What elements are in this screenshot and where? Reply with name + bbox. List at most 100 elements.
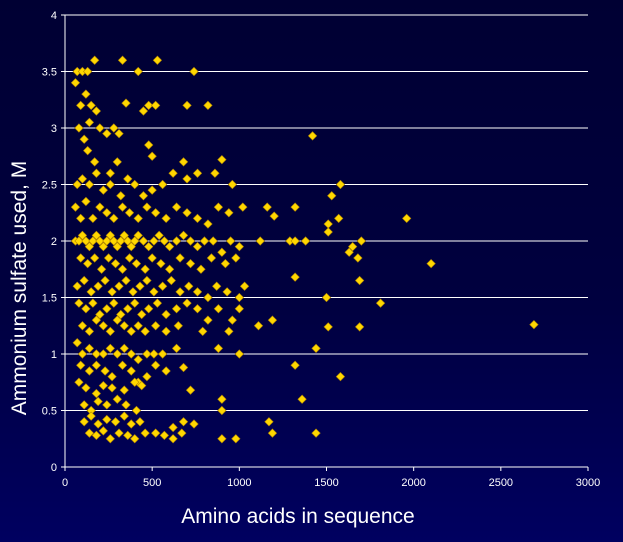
data-point [116, 309, 126, 320]
data-point [124, 253, 135, 263]
data-point [98, 381, 108, 391]
data-point [168, 434, 178, 444]
data-point [79, 275, 89, 286]
data-point [74, 123, 84, 133]
data-point [348, 242, 358, 252]
data-point [151, 428, 161, 438]
data-point [192, 168, 203, 178]
data-point [114, 129, 124, 139]
data-point [109, 213, 119, 224]
data-point [175, 253, 185, 263]
data-point [77, 321, 88, 331]
data-point [151, 208, 161, 218]
data-point [93, 281, 103, 291]
data-point [158, 349, 168, 359]
data-point [217, 405, 227, 416]
data-point [168, 168, 178, 178]
data-point [161, 309, 171, 320]
data-point [239, 281, 250, 291]
x-tick-label: 2500 [489, 477, 513, 489]
data-point [95, 236, 105, 246]
data-point [297, 394, 307, 404]
data-point [311, 428, 321, 438]
data-point [121, 98, 131, 108]
data-point [95, 202, 105, 212]
data-point [72, 179, 82, 190]
data-point [290, 360, 300, 370]
data-point [142, 349, 152, 359]
data-point [107, 287, 117, 297]
data-point [171, 202, 182, 212]
data-point [182, 174, 192, 184]
data-point [83, 66, 93, 77]
data-point [123, 430, 133, 440]
x-axis-ticks: 0 500 1000 1500 2000 2500 3000 [62, 467, 600, 489]
data-point [91, 430, 102, 440]
data-point [93, 396, 103, 407]
data-point [117, 360, 128, 370]
data-point [159, 236, 169, 246]
data-point [164, 242, 175, 252]
data-point [81, 196, 91, 207]
data-point [119, 411, 129, 421]
data-point [133, 321, 143, 331]
data-point [269, 211, 279, 221]
data-point [231, 253, 241, 263]
data-point [178, 417, 189, 427]
data-point [109, 298, 119, 308]
data-point [76, 213, 86, 224]
data-point [335, 179, 346, 190]
x-tick-label: 2000 [401, 477, 425, 489]
data-point [81, 89, 91, 99]
data-point [88, 298, 98, 308]
data-point [149, 287, 159, 297]
data-point [91, 388, 102, 399]
data-point [189, 419, 199, 429]
data-point [91, 230, 102, 240]
data-point [203, 219, 213, 229]
y-tick-label: 1.5 [42, 293, 57, 305]
data-point [154, 230, 164, 240]
data-point [212, 281, 222, 291]
data-point [267, 315, 278, 325]
data-point [112, 349, 122, 359]
data-point [109, 123, 119, 133]
data-point [182, 100, 192, 111]
data-point [206, 253, 217, 263]
data-point [217, 434, 227, 444]
data-point [119, 343, 129, 353]
data-point [138, 106, 149, 116]
x-tick-label: 1500 [314, 477, 338, 489]
data-point [98, 185, 108, 195]
data-point [110, 417, 121, 427]
data-point [117, 202, 128, 212]
data-point [98, 349, 108, 359]
data-point [117, 264, 128, 274]
data-point [290, 272, 300, 282]
data-point [114, 428, 124, 438]
data-point [171, 343, 182, 353]
x-tick-label: 1000 [227, 477, 251, 489]
data-point [290, 236, 300, 246]
data-point [135, 281, 145, 291]
data-point [102, 400, 112, 410]
y-axis-title: Ammonium sulfate used, M [8, 161, 31, 415]
data-point [116, 191, 126, 201]
data-point [123, 304, 133, 314]
data-point [147, 151, 157, 161]
data-point [105, 230, 115, 240]
data-point [130, 298, 140, 308]
data-point [267, 428, 278, 438]
data-point [182, 298, 192, 308]
data-point [130, 434, 140, 444]
data-point [131, 258, 142, 269]
data-point [203, 315, 213, 325]
data-points [70, 55, 539, 444]
data-point [164, 264, 175, 274]
data-point [83, 258, 93, 269]
data-point [79, 400, 89, 410]
data-point [90, 55, 100, 65]
data-point [138, 236, 149, 246]
data-point [119, 230, 129, 240]
